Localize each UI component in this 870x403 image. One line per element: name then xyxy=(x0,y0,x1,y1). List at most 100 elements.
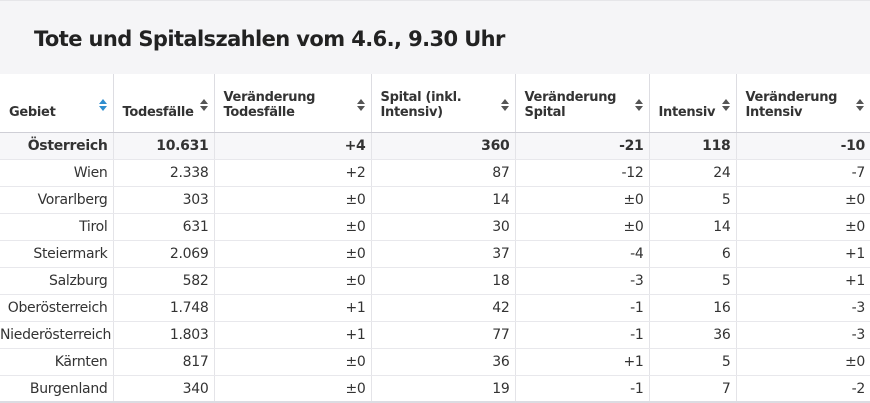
cell-veraenderung-todesfaelle: ±0 xyxy=(213,213,371,241)
cell-intensiv: 36 xyxy=(648,321,736,349)
column-label: Gebiet xyxy=(9,104,56,120)
cell-veraenderung-intensiv: ±0 xyxy=(735,213,870,241)
cell-veraenderung-todesfaelle: ±0 xyxy=(213,348,371,376)
sort-icon[interactable] xyxy=(500,98,509,111)
cell-gebiet: Tirol xyxy=(0,213,113,241)
column-header-veraenderung-intensiv[interactable]: Veränderung Intensiv xyxy=(735,74,870,133)
cell-veraenderung-intensiv: +1 xyxy=(735,267,870,295)
table-header-bar: Tote und Spitalszahlen vom 4.6., 9.30 Uh… xyxy=(0,0,870,74)
cell-intensiv: 6 xyxy=(648,240,736,268)
cell-todesfaelle: 340 xyxy=(112,375,214,403)
table-row: Niederösterreich 1.803 +1 77 -1 36 -3 xyxy=(0,321,870,349)
cell-veraenderung-intensiv: -10 xyxy=(735,132,870,160)
cell-veraenderung-todesfaelle: +4 xyxy=(213,132,371,160)
cell-intensiv: 5 xyxy=(648,267,736,295)
cell-veraenderung-todesfaelle: ±0 xyxy=(213,375,371,403)
cell-intensiv: 7 xyxy=(648,375,736,403)
cell-todesfaelle: 2.338 xyxy=(112,159,214,187)
cell-veraenderung-intensiv: +1 xyxy=(735,240,870,268)
cell-veraenderung-intensiv: -7 xyxy=(735,159,870,187)
table-row: Wien 2.338 +2 87 -12 24 -7 xyxy=(0,159,870,187)
column-header-gebiet[interactable]: Gebiet xyxy=(0,74,113,133)
cell-todesfaelle: 1.748 xyxy=(112,294,214,322)
cell-veraenderung-intensiv: ±0 xyxy=(735,186,870,214)
column-label: Veränderung Spital xyxy=(524,89,617,120)
cell-veraenderung-spital: ±0 xyxy=(514,213,649,241)
cell-todesfaelle: 1.803 xyxy=(112,321,214,349)
cell-gebiet: Vorarlberg xyxy=(0,186,113,214)
cell-spital: 14 xyxy=(370,186,515,214)
cell-veraenderung-intensiv: -3 xyxy=(735,294,870,322)
cell-spital: 18 xyxy=(370,267,515,295)
cell-veraenderung-intensiv: -3 xyxy=(735,321,870,349)
cell-spital: 360 xyxy=(370,132,515,160)
column-header-veraenderung-spital[interactable]: Veränderung Spital xyxy=(514,74,649,133)
column-header-spital[interactable]: Spital (inkl. Intensiv) xyxy=(370,74,515,133)
column-label: Todesfälle xyxy=(122,104,194,120)
cell-intensiv: 5 xyxy=(648,348,736,376)
cell-spital: 77 xyxy=(370,321,515,349)
column-header-veraenderung-todesfaelle[interactable]: Veränderung Todesfälle xyxy=(213,74,371,133)
cell-gebiet: Niederösterreich xyxy=(0,321,113,349)
table-row: Steiermark 2.069 ±0 37 -4 6 +1 xyxy=(0,240,870,268)
cell-veraenderung-spital: -4 xyxy=(514,240,649,268)
cell-todesfaelle: 582 xyxy=(112,267,214,295)
cell-gebiet: Burgenland xyxy=(0,375,113,403)
cell-intensiv: 24 xyxy=(648,159,736,187)
column-label: Veränderung Intensiv xyxy=(745,89,838,120)
table-row: Salzburg 582 ±0 18 -3 5 +1 xyxy=(0,267,870,295)
cell-veraenderung-todesfaelle: +2 xyxy=(213,159,371,187)
column-header-intensiv[interactable]: Intensiv xyxy=(648,74,736,133)
cell-gebiet: Steiermark xyxy=(0,240,113,268)
column-label: Intensiv xyxy=(658,104,716,120)
cell-gebiet: Oberösterreich xyxy=(0,294,113,322)
cell-intensiv: 14 xyxy=(648,213,736,241)
cell-spital: 42 xyxy=(370,294,515,322)
table-row: Österreich 10.631 +4 360 -21 118 -10 xyxy=(0,132,870,160)
cell-todesfaelle: 10.631 xyxy=(112,132,214,160)
cell-veraenderung-todesfaelle: +1 xyxy=(213,294,371,322)
cell-veraenderung-todesfaelle: ±0 xyxy=(213,186,371,214)
table-bottom-border xyxy=(0,401,870,403)
cell-todesfaelle: 631 xyxy=(112,213,214,241)
table-row: Vorarlberg 303 ±0 14 ±0 5 ±0 xyxy=(0,186,870,214)
cell-intensiv: 16 xyxy=(648,294,736,322)
cell-gebiet: Österreich xyxy=(0,132,113,160)
cell-intensiv: 118 xyxy=(648,132,736,160)
cell-veraenderung-intensiv: ±0 xyxy=(735,348,870,376)
cell-intensiv: 5 xyxy=(648,186,736,214)
cell-veraenderung-spital: -1 xyxy=(514,321,649,349)
cell-veraenderung-todesfaelle: ±0 xyxy=(213,240,371,268)
cell-veraenderung-spital: +1 xyxy=(514,348,649,376)
cell-todesfaelle: 303 xyxy=(112,186,214,214)
sort-icon[interactable] xyxy=(199,98,208,111)
cell-veraenderung-spital: -1 xyxy=(514,375,649,403)
column-header-todesfaelle[interactable]: Todesfälle xyxy=(112,74,214,133)
sort-active-icon[interactable] xyxy=(98,98,107,111)
header-row: Gebiet Todesfälle Veränderung Todesfälle … xyxy=(0,74,870,133)
cell-gebiet: Salzburg xyxy=(0,267,113,295)
cell-veraenderung-spital: ±0 xyxy=(514,186,649,214)
cell-veraenderung-spital: -1 xyxy=(514,294,649,322)
cell-gebiet: Kärnten xyxy=(0,348,113,376)
cell-gebiet: Wien xyxy=(0,159,113,187)
cell-todesfaelle: 2.069 xyxy=(112,240,214,268)
cell-veraenderung-intensiv: -2 xyxy=(735,375,870,403)
sort-icon[interactable] xyxy=(356,98,365,111)
cell-veraenderung-spital: -3 xyxy=(514,267,649,295)
table-row: Oberösterreich 1.748 +1 42 -1 16 -3 xyxy=(0,294,870,322)
sort-icon[interactable] xyxy=(721,98,730,111)
cell-spital: 36 xyxy=(370,348,515,376)
table-row: Burgenland 340 ±0 19 -1 7 -2 xyxy=(0,375,870,403)
cell-spital: 37 xyxy=(370,240,515,268)
cell-veraenderung-todesfaelle: +1 xyxy=(213,321,371,349)
cell-spital: 30 xyxy=(370,213,515,241)
column-label: Spital (inkl. Intensiv) xyxy=(380,89,462,120)
table-row: Kärnten 817 ±0 36 +1 5 ±0 xyxy=(0,348,870,376)
cell-veraenderung-spital: -21 xyxy=(514,132,649,160)
sort-icon[interactable] xyxy=(856,98,864,111)
cell-spital: 19 xyxy=(370,375,515,403)
cell-veraenderung-spital: -12 xyxy=(514,159,649,187)
sort-icon[interactable] xyxy=(634,98,643,111)
cell-veraenderung-todesfaelle: ±0 xyxy=(213,267,371,295)
